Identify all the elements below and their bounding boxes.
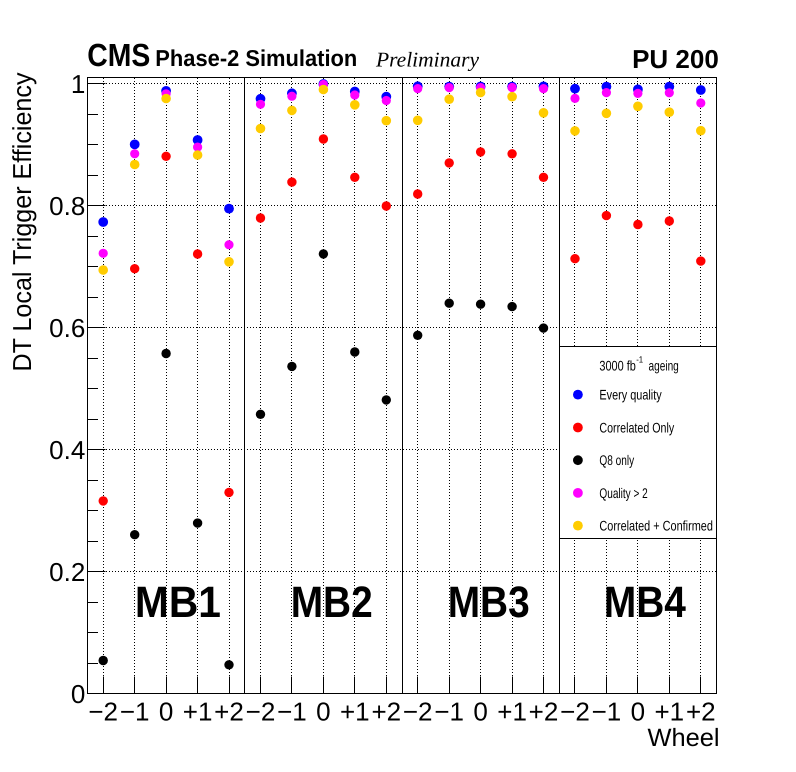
svg-text:+1: +1 <box>654 697 684 727</box>
svg-text:Every quality: Every quality <box>599 387 661 403</box>
svg-text:0: 0 <box>71 679 85 709</box>
svg-text:−2: −2 <box>403 697 433 727</box>
svg-text:0.2: 0.2 <box>49 557 85 587</box>
svg-text:Wheel: Wheel <box>648 724 720 752</box>
svg-text:+2: +2 <box>214 697 244 727</box>
svg-text:MB3: MB3 <box>448 578 530 627</box>
svg-text:Phase-2 Simulation: Phase-2 Simulation <box>155 45 357 71</box>
svg-text:0: 0 <box>316 697 330 727</box>
svg-text:0.8: 0.8 <box>49 191 85 221</box>
svg-text:−2: −2 <box>246 697 276 727</box>
svg-text:1: 1 <box>71 69 85 99</box>
svg-text:−1: −1 <box>120 697 150 727</box>
svg-text:Preliminary: Preliminary <box>375 48 480 72</box>
svg-text:MB4: MB4 <box>604 578 686 627</box>
svg-text:+1: +1 <box>183 697 213 727</box>
svg-text:PU 200: PU 200 <box>632 44 719 74</box>
svg-text:3000 fb: 3000 fb <box>599 358 636 374</box>
svg-text:Quality > 2: Quality > 2 <box>599 485 648 501</box>
svg-text:0: 0 <box>631 697 645 727</box>
svg-text:-1: -1 <box>636 355 643 365</box>
svg-text:ageing: ageing <box>649 358 679 374</box>
svg-text:Q8 only: Q8 only <box>599 452 634 468</box>
svg-text:+2: +2 <box>686 697 716 727</box>
svg-text:0.4: 0.4 <box>49 435 85 465</box>
svg-text:−2: −2 <box>88 697 118 727</box>
svg-text:+1: +1 <box>497 697 527 727</box>
svg-text:MB2: MB2 <box>291 578 373 627</box>
svg-text:DT Local Trigger Efficiency: DT Local Trigger Efficiency <box>7 73 37 372</box>
svg-text:−1: −1 <box>434 697 464 727</box>
svg-text:−2: −2 <box>560 697 590 727</box>
svg-text:Correlated + Confirmed: Correlated + Confirmed <box>599 518 713 534</box>
svg-text:MB1: MB1 <box>135 578 221 627</box>
svg-text:Correlated Only: Correlated Only <box>599 420 674 436</box>
svg-text:+2: +2 <box>529 697 559 727</box>
svg-text:0: 0 <box>159 697 173 727</box>
svg-text:0: 0 <box>473 697 487 727</box>
svg-text:+1: +1 <box>340 697 370 727</box>
svg-text:+2: +2 <box>371 697 401 727</box>
svg-text:−1: −1 <box>592 697 622 727</box>
svg-text:−1: −1 <box>277 697 307 727</box>
svg-text:CMS: CMS <box>87 37 150 73</box>
svg-text:0.6: 0.6 <box>49 313 85 343</box>
